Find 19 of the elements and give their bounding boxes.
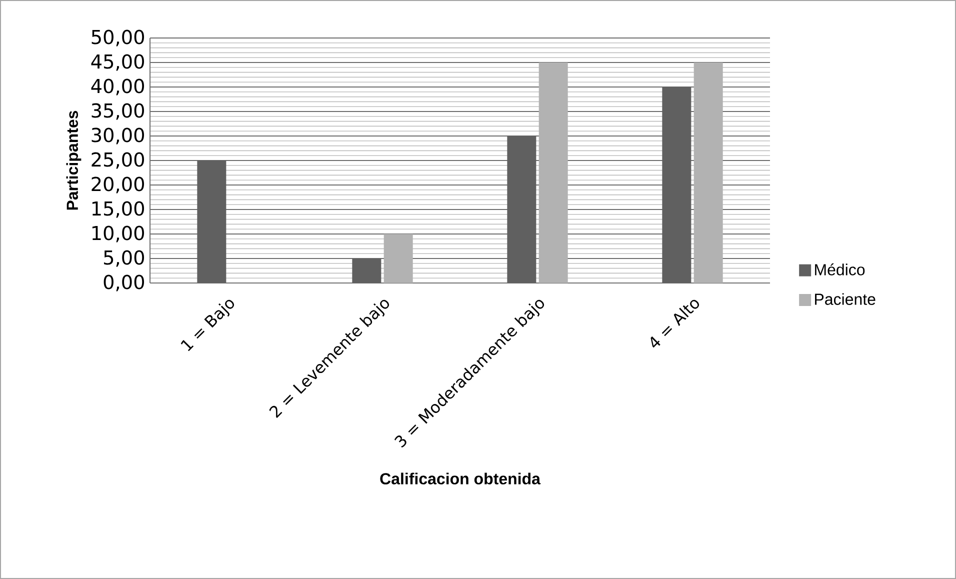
bar bbox=[538, 62, 568, 283]
legend-label: Paciente bbox=[815, 293, 876, 305]
y-tick-label: 45,00 bbox=[91, 54, 144, 71]
bar bbox=[694, 62, 723, 283]
y-tick-label: 10,00 bbox=[92, 226, 144, 242]
y-tick-label: 30,00 bbox=[92, 128, 144, 144]
y-tick-label: 50,00 bbox=[92, 30, 144, 46]
x-axis-title: Calificacion obtenida bbox=[380, 472, 541, 484]
legend-label: Médico bbox=[815, 263, 865, 276]
y-tick-label: 15,00 bbox=[92, 201, 144, 218]
y-tick-label: 5,00 bbox=[104, 250, 144, 267]
y-tick-label: 25,00 bbox=[92, 152, 144, 169]
y-axis-title: Participantes bbox=[66, 110, 82, 210]
y-tick-label: 40,00 bbox=[91, 78, 144, 96]
y-tick-label: 35,00 bbox=[92, 103, 144, 120]
bar bbox=[384, 234, 413, 283]
y-tick-label: 20,00 bbox=[92, 176, 144, 194]
y-tick-label: 0,00 bbox=[104, 274, 144, 292]
x-tick-label: 4 = Alto bbox=[650, 300, 700, 348]
